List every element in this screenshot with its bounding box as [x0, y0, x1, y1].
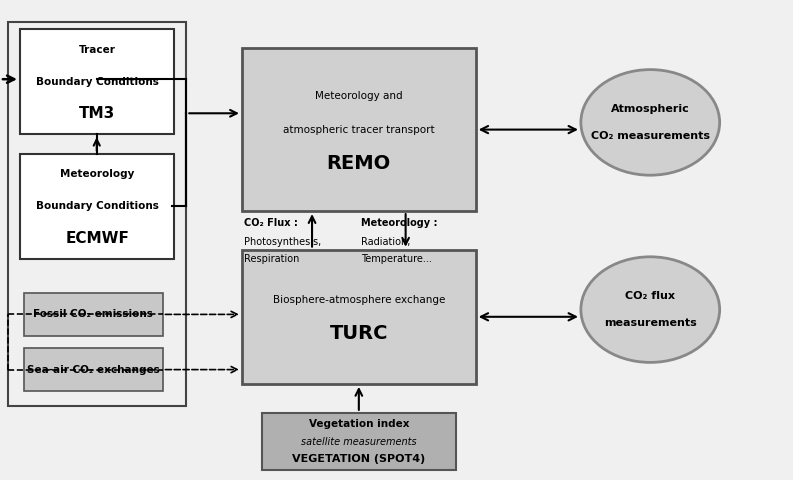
Text: Boundary Conditions: Boundary Conditions: [36, 202, 159, 211]
Text: VEGETATION (SPOT4): VEGETATION (SPOT4): [292, 454, 426, 464]
Text: satellite measurements: satellite measurements: [301, 437, 416, 446]
Text: TM3: TM3: [79, 106, 115, 121]
FancyBboxPatch shape: [242, 48, 476, 211]
FancyBboxPatch shape: [20, 154, 174, 259]
Ellipse shape: [580, 70, 720, 175]
Text: Vegetation index: Vegetation index: [308, 419, 409, 429]
Text: Sea-air CO₂ exchanges: Sea-air CO₂ exchanges: [27, 365, 159, 374]
Text: measurements: measurements: [604, 318, 696, 328]
Text: Atmospheric: Atmospheric: [611, 104, 690, 114]
Text: Respiration: Respiration: [244, 254, 300, 264]
Text: TURC: TURC: [330, 324, 388, 343]
FancyBboxPatch shape: [262, 413, 456, 470]
Text: Tracer: Tracer: [79, 45, 116, 55]
Text: CO₂ flux: CO₂ flux: [625, 291, 676, 301]
Text: Meteorology: Meteorology: [60, 169, 134, 180]
Text: Temperature...: Temperature...: [361, 254, 431, 264]
Text: REMO: REMO: [327, 154, 391, 173]
Text: Boundary Conditions: Boundary Conditions: [36, 77, 159, 86]
FancyBboxPatch shape: [24, 293, 163, 336]
Text: atmospheric tracer transport: atmospheric tracer transport: [283, 125, 435, 134]
Text: Meteorology and: Meteorology and: [315, 91, 403, 101]
FancyBboxPatch shape: [20, 29, 174, 134]
Text: Biosphere-atmosphere exchange: Biosphere-atmosphere exchange: [273, 295, 445, 305]
FancyBboxPatch shape: [242, 250, 476, 384]
Text: CO₂ Flux :: CO₂ Flux :: [244, 218, 298, 228]
Text: CO₂ measurements: CO₂ measurements: [591, 131, 710, 141]
Text: Fossil CO₂ emissions: Fossil CO₂ emissions: [33, 310, 153, 319]
Text: Meteorology :: Meteorology :: [361, 218, 437, 228]
Text: Radiation,: Radiation,: [361, 238, 410, 247]
Text: Photosynthesis,: Photosynthesis,: [244, 238, 321, 247]
FancyBboxPatch shape: [24, 348, 163, 391]
Ellipse shape: [580, 257, 720, 362]
Text: ECMWF: ECMWF: [65, 231, 129, 246]
